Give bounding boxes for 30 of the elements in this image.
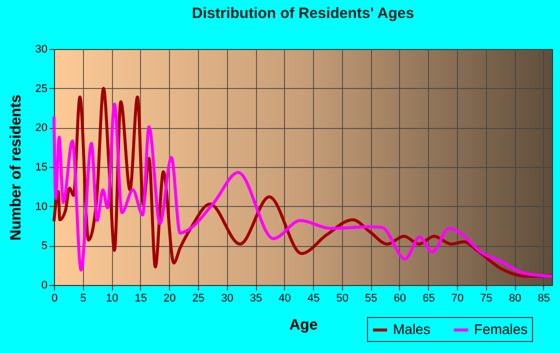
x-tick-label: 5 (80, 292, 86, 304)
x-tick-label: 85 (538, 292, 550, 304)
y-tick-label: 5 (41, 240, 48, 252)
x-tick-label: 15 (134, 292, 147, 304)
x-tick-label: 80 (508, 292, 522, 304)
x-tick-label: 20 (164, 292, 176, 304)
y-axis-title: Number of residents (7, 94, 24, 240)
x-tick-label: 10 (106, 292, 118, 304)
x-tick-label: 25 (192, 292, 205, 304)
x-tick-label: 30 (221, 292, 234, 304)
y-tick-label: 20 (35, 122, 48, 134)
legend-label: Males (393, 321, 430, 337)
x-tick-label: 40 (278, 292, 291, 304)
y-tick-label: 15 (35, 162, 48, 174)
x-tick-label: 50 (336, 292, 348, 304)
y-tick-label: 0 (41, 280, 48, 292)
y-tick-label: 25 (35, 82, 48, 95)
x-tick-label: 60 (394, 292, 406, 304)
x-axis-title: Age (289, 316, 318, 334)
x-tick-label: 55 (365, 292, 378, 304)
y-tick-label: 10 (35, 200, 48, 213)
x-tick-label: 0 (51, 292, 58, 304)
x-tick-label: 35 (250, 292, 262, 304)
x-tick-label: 45 (307, 292, 320, 304)
legend-label: Females (474, 321, 528, 337)
x-tick-label: 75 (480, 292, 492, 304)
x-tick-label: 70 (451, 292, 464, 304)
x-tick-label: 65 (422, 292, 435, 304)
y-tick-label: 30 (35, 44, 48, 56)
chart-title: Distribution of Residents' Ages (192, 5, 414, 22)
